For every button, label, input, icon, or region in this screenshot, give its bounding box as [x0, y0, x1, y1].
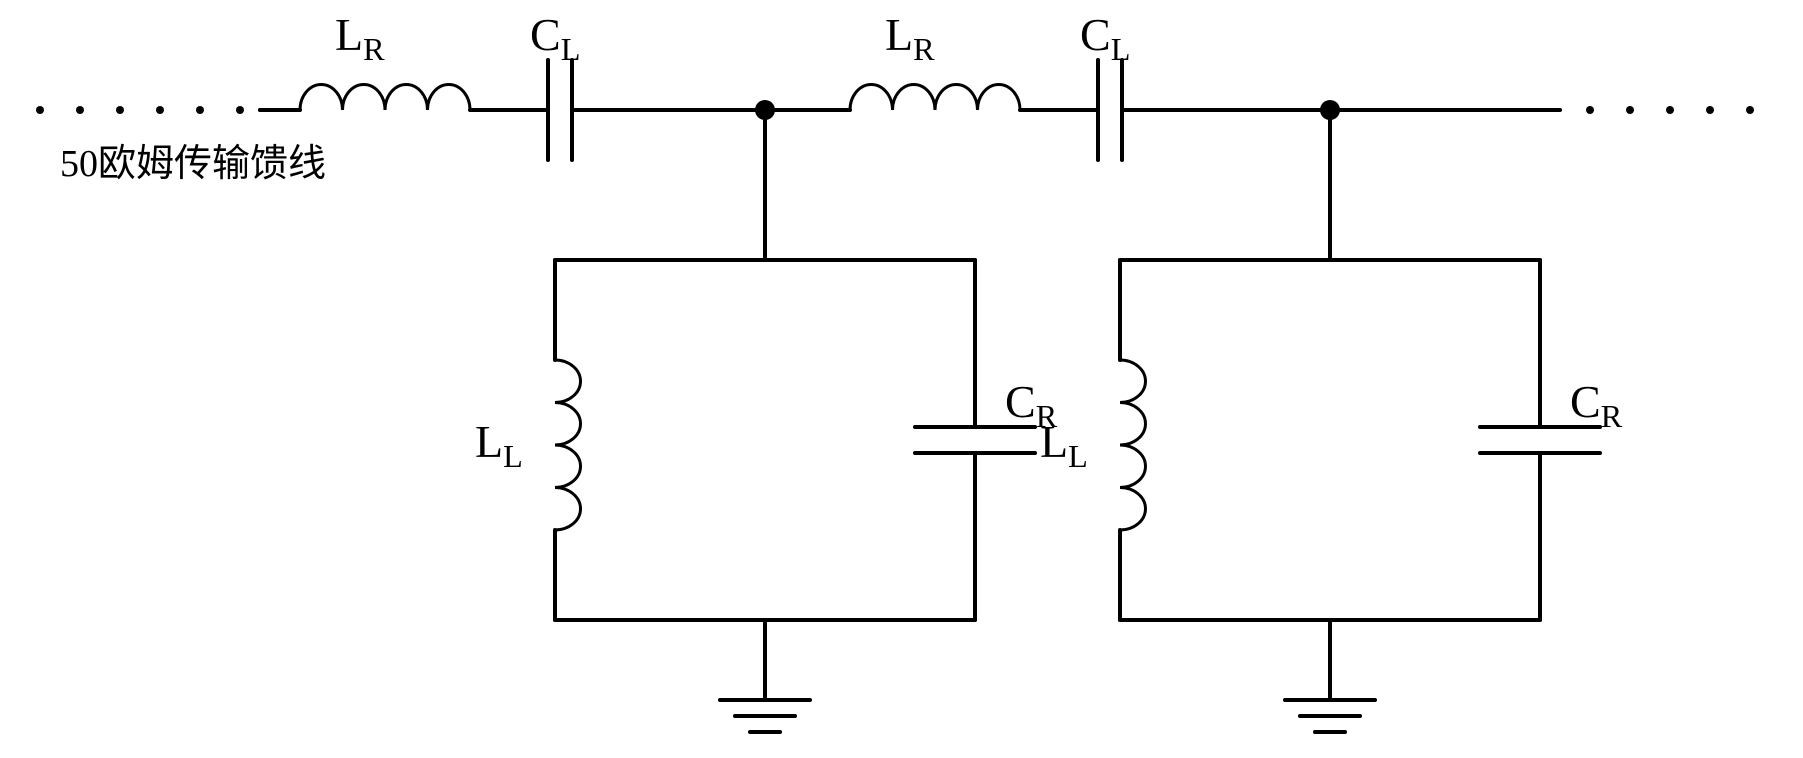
label-CL-2: CL — [1080, 8, 1130, 68]
label-LR-1: LR — [335, 8, 385, 68]
label-LL-1: LL — [475, 415, 523, 475]
label-LR-2: LR — [885, 8, 935, 68]
label-CR-2: CR — [1570, 375, 1622, 435]
feedline-label: 50欧姆传输馈线 — [60, 132, 326, 187]
label-CL-1: CL — [530, 8, 580, 68]
label-LL-2: LL — [1040, 415, 1088, 475]
circuit-diagram: 50欧姆传输馈线 LR CL LR CL LL CR LL CR — [0, 0, 1803, 758]
circuit-svg — [0, 0, 1803, 758]
